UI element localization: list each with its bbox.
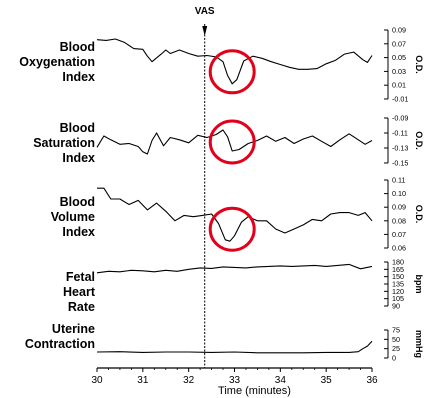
y-tick-label: 180: [392, 258, 404, 267]
y-tick-label: 0.01: [392, 81, 406, 90]
panel-3: 0.11 0.10 0.09 0.08 0.07 0.06 O.D.: [97, 176, 424, 253]
y-tick-label: 50: [392, 335, 400, 344]
panel-1: 0.09 0.07 0.05 0.03 0.01 -0.01 O.D.: [96, 26, 424, 104]
series-line-3-1: [97, 187, 373, 242]
panel-title-1: Blood Oxygenation Index: [19, 40, 95, 84]
highlight-circle-3: [208, 206, 256, 252]
panel-title-3: Blood Volume Index: [50, 195, 95, 239]
x-axis: 30 31 32 33 34 35 36: [91, 367, 378, 386]
y-tick-label: 0.09: [392, 203, 406, 212]
y-unit-label-1: O.D.: [414, 55, 424, 74]
y-tick-label: 0.05: [392, 53, 406, 62]
y-tick-label: 0.07: [392, 39, 406, 48]
y-tick-label: 0.07: [392, 230, 406, 239]
y-tick-label: -0.11: [392, 129, 408, 138]
y-unit-label-2: O.D.: [414, 131, 424, 150]
y-tick-label: -0.09: [392, 114, 408, 123]
y-tick-label: 135: [392, 280, 404, 289]
y-axis-3: 0.11 0.10 0.09 0.08 0.07 0.06 O.D.: [384, 176, 424, 253]
y-tick-label: 105: [392, 294, 404, 303]
y-tick-label: 0.11: [392, 176, 405, 185]
y-unit-label-4: bpm: [414, 275, 424, 294]
y-axis-2: -0.09 -0.11 -0.13 -0.15 O.D.: [384, 114, 424, 168]
y-tick-label: 150: [392, 272, 404, 281]
y-tick-label: 0.08: [392, 216, 406, 225]
x-tick-label: 36: [366, 375, 378, 386]
x-tick-label: 31: [137, 375, 149, 386]
panel-title-5: Uterine Contraction: [24, 322, 95, 351]
x-tick-label: 34: [275, 375, 287, 386]
series-line-2-1: [96, 129, 373, 155]
series-line-4-1: [96, 263, 373, 274]
series-line-5-1: [96, 340, 373, 354]
y-tick-label: 0.10: [392, 189, 406, 198]
series-line-1-1: [96, 38, 373, 85]
y-unit-label-3: O.D.: [414, 205, 424, 224]
y-tick-label: 0: [392, 354, 396, 363]
x-tick-label: 33: [229, 375, 241, 386]
panel-2: -0.09 -0.11 -0.13 -0.15 O.D.: [96, 114, 424, 168]
y-tick-label: -0.01: [392, 95, 408, 104]
panel-title-2: Blood Saturation Index: [33, 121, 95, 165]
y-tick-label: 120: [392, 287, 404, 296]
x-tick-label: 35: [321, 375, 333, 386]
y-tick-label: 0.09: [392, 26, 406, 35]
y-tick-label: -0.13: [392, 144, 408, 153]
panel-title-4: Fetal Heart Rate: [63, 270, 95, 314]
y-tick-label: 165: [392, 265, 404, 274]
vas-label: VAS: [195, 6, 215, 17]
y-unit-label-5: mmHg: [414, 330, 424, 358]
y-tick-label: -0.15: [392, 159, 408, 168]
x-tick-label: 30: [91, 375, 103, 386]
y-tick-label: 0.03: [392, 67, 406, 76]
y-tick-label: 0.06: [392, 244, 406, 253]
vas-arrow-icon: [202, 26, 208, 36]
y-axis-1: 0.09 0.07 0.05 0.03 0.01 -0.01 O.D.: [384, 26, 424, 104]
x-axis-label: Time (minutes): [218, 385, 291, 397]
y-tick-label: 75: [392, 326, 400, 335]
highlight-circle-2: [208, 119, 256, 165]
x-tick-label: 32: [183, 375, 195, 386]
y-tick-label: 90: [392, 302, 400, 311]
y-tick-label: 25: [392, 344, 400, 353]
highlight-circle-1: [208, 49, 256, 95]
